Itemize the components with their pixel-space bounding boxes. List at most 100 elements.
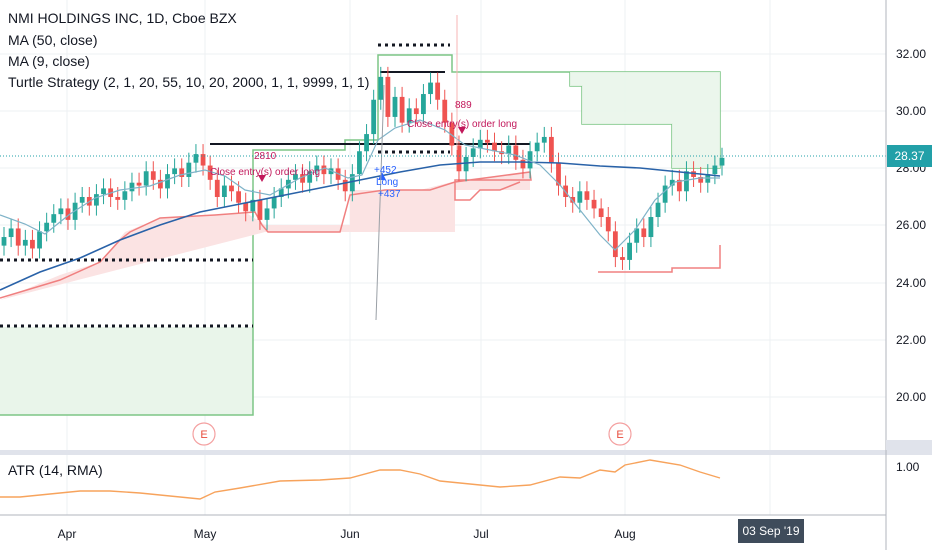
candle-body: [243, 202, 249, 212]
turtle-channels: [0, 54, 721, 416]
trade-label-2810: 2810: [254, 151, 277, 162]
candle-body: [385, 76, 391, 117]
legend-atr[interactable]: ATR (14, RMA): [8, 462, 103, 478]
candle-body: [470, 148, 476, 157]
legend-turtle-strategy[interactable]: Turtle Strategy (2, 1, 20, 55, 10, 20, 2…: [8, 74, 370, 90]
candle-body: [399, 96, 405, 123]
turtle-levels: [0, 43, 450, 328]
candle-body: [378, 76, 384, 100]
candle-body: [101, 188, 106, 195]
sell-arrow-icon-2: [458, 127, 466, 134]
time-axis-label: May: [194, 527, 217, 541]
candle-body: [612, 231, 618, 258]
candle-body: [463, 156, 469, 172]
candle-body: [655, 202, 661, 218]
trade-label-889: 889: [455, 100, 472, 111]
candle-body: [541, 136, 547, 143]
candle-body: [207, 165, 213, 180]
candle-body: [392, 96, 398, 117]
candle-body: [648, 217, 654, 238]
candle-body: [676, 179, 682, 192]
candle-body: [257, 199, 263, 220]
candle-body: [143, 171, 149, 186]
candle-body: [214, 179, 220, 197]
candle-body: [634, 228, 640, 243]
candle-body: [428, 82, 433, 95]
candle-body: [506, 145, 512, 155]
candle-body: [22, 239, 28, 246]
candle-body: [477, 139, 483, 149]
candle-body: [442, 99, 448, 123]
earnings-marker-label-2: E: [616, 429, 623, 441]
legend-symbol[interactable]: NMI HOLDINGS INC, 1D, Cboe BZX: [8, 10, 237, 26]
candle-body: [51, 214, 57, 223]
candle-body: [236, 191, 241, 203]
red-channel-line: [0, 171, 532, 299]
pane-separator[interactable]: [0, 450, 932, 455]
candle-body: [364, 134, 369, 152]
candle-body: [229, 185, 234, 192]
trade-label-close-2: Close entry(s) order long: [407, 119, 517, 130]
candle-body: [44, 222, 50, 232]
candle-body: [271, 197, 277, 209]
candle-body: [314, 165, 320, 172]
candle-body: [456, 145, 462, 172]
candle-body: [186, 162, 192, 177]
crosshair-date-tag: 03 Sep '19: [738, 519, 804, 543]
earnings-marker-may[interactable]: E: [192, 422, 216, 446]
candle-body: [278, 188, 284, 197]
candle-body: [684, 171, 689, 192]
red-channel-fill: [0, 172, 530, 300]
candle-body: [669, 179, 675, 186]
price-axis-label: 30.00: [896, 104, 926, 118]
candle-body: [264, 208, 270, 220]
candle-body: [520, 159, 526, 169]
price-axis-label: 32.00: [896, 47, 926, 61]
candle-body: [150, 171, 156, 180]
atr-axis-label: 1.00: [896, 460, 920, 474]
earnings-marker-aug[interactable]: E: [608, 422, 632, 446]
candle-body: [698, 176, 704, 183]
candle-body: [321, 165, 327, 175]
candle-body: [620, 257, 625, 260]
candle-body: [527, 151, 533, 169]
legend-ma9[interactable]: MA (9, close): [8, 53, 90, 69]
candle-body: [37, 231, 42, 249]
candle-body: [492, 142, 497, 152]
candle-body: [485, 139, 490, 143]
legend-ma50[interactable]: MA (50, close): [8, 32, 98, 48]
price-axis-label: 24.00: [896, 276, 926, 290]
candle-body: [349, 174, 355, 192]
candle-body: [58, 208, 64, 215]
candle-body: [627, 242, 632, 260]
candle-body: [548, 136, 554, 163]
candle-body: [641, 228, 647, 238]
candle-body: [157, 179, 163, 189]
candle-body: [662, 185, 668, 203]
candle-body: [577, 191, 583, 203]
candle-body: [79, 197, 85, 203]
candle-body: [129, 182, 135, 192]
time-axis-label: Aug: [614, 527, 635, 541]
atr-line: [0, 459, 721, 500]
candle-body: [221, 185, 227, 197]
sell-arrow-icon: [258, 175, 266, 182]
candle-body: [250, 199, 256, 212]
candle-body: [435, 82, 441, 100]
candle-body: [172, 168, 178, 175]
price-axis-footer: [886, 440, 932, 450]
candle-body: [307, 171, 313, 183]
candle-body: [598, 208, 604, 218]
candle-body: [584, 191, 590, 200]
candle-body: [513, 145, 519, 160]
candle-body: [15, 228, 21, 246]
price-axis-label: 20.00: [896, 390, 926, 404]
candle-body: [357, 151, 362, 175]
candle-body: [421, 94, 426, 115]
trade-markers: [258, 15, 466, 321]
trade-label-close-1: Close entry(s) order long: [210, 167, 320, 178]
candle-body: [200, 154, 206, 166]
candle-body: [712, 165, 718, 175]
candle-body: [293, 174, 298, 180]
